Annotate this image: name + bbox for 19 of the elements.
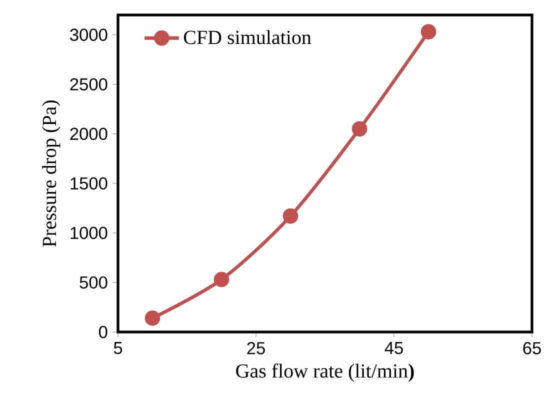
- x-axis-title: Gas flow rate (lit/min): [236, 363, 414, 382]
- y-tick-label: 3000: [70, 28, 108, 41]
- x-tick-label: 45: [384, 342, 403, 354]
- point: [144, 310, 160, 326]
- point: [420, 24, 436, 40]
- legend-label: CFD simulation: [184, 30, 312, 44]
- x-tick-label: 5: [114, 342, 122, 354]
- point: [214, 272, 230, 288]
- x-tick-label: 65: [523, 342, 541, 354]
- point: [282, 208, 298, 224]
- y-tick-label: 0: [98, 326, 108, 338]
- y-axis-title: Pressure drop (Pa): [42, 100, 60, 247]
- point: [352, 121, 368, 137]
- y-tick-label: 1000: [70, 226, 108, 240]
- y-tick-label: 2500: [70, 78, 108, 90]
- y-tick-label: 500: [80, 276, 108, 289]
- y-tick-label: 2000: [70, 128, 108, 140]
- x-tick-label: 25: [247, 342, 265, 354]
- y-tick-label: 1500: [70, 177, 108, 190]
